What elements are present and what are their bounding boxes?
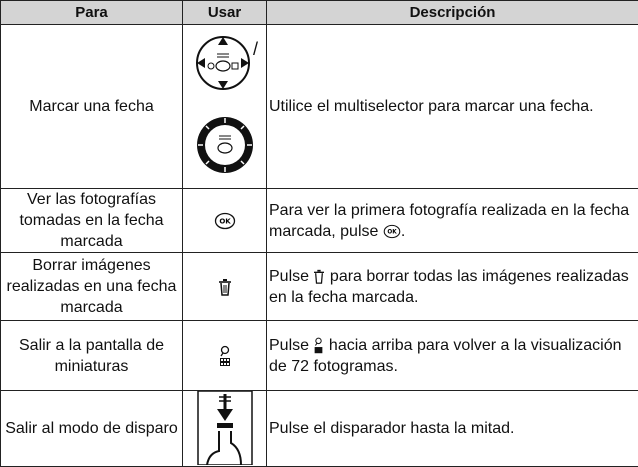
row: Marcar una fecha / Utilice el multiselec… — [1, 25, 638, 189]
trash-icon — [313, 269, 325, 284]
ok-label: OK — [219, 217, 231, 225]
usar-cell: OK — [183, 189, 267, 253]
description-text: Para ver la primera fotografía realizada… — [269, 202, 629, 240]
separator: / — [253, 39, 258, 60]
usar-cell — [183, 391, 267, 467]
multiselector-dial-icon — [195, 115, 255, 175]
description-cell: Pulse para borrar todas las imágenes rea… — [267, 253, 638, 321]
ok-label: OK — [387, 229, 397, 235]
description-cell: Pulse el disparador hasta la mitad. — [267, 391, 638, 467]
description-text: Utilice el multiselector para marcar una… — [269, 98, 594, 115]
shutter-icon — [197, 391, 253, 465]
para-cell: Marcar una fecha — [1, 25, 183, 189]
description-text: . — [401, 223, 405, 240]
thumbnail-icon — [218, 345, 232, 367]
header-cell: Para — [1, 1, 183, 25]
description-cell: Pulse hacia arriba para volver a la visu… — [267, 321, 638, 391]
header-cell: Descripción — [267, 1, 638, 25]
para-cell: Salir a la pantalla de miniaturas — [1, 321, 183, 391]
ok-icon: OK — [383, 224, 401, 239]
row: Borrar imágenes realizadas en una fecha … — [1, 253, 638, 321]
header-row: Para Usar Descripción — [1, 1, 638, 25]
para-cell: Ver las fotografías tomadas en la fecha … — [1, 189, 183, 253]
para-cell: Borrar imágenes realizadas en una fecha … — [1, 253, 183, 321]
trash-icon — [218, 278, 232, 296]
usar-cell: / — [183, 25, 267, 189]
multiselector-icon — [193, 33, 253, 93]
usar-cell — [183, 321, 267, 391]
thumbnail-icon — [313, 337, 324, 354]
description-cell: Para ver la primera fotografía realizada… — [267, 189, 638, 253]
icon-group: / — [183, 27, 266, 187]
row: Salir a la pantalla de miniaturas Pulse … — [1, 321, 638, 391]
row: Ver las fotografías tomadas en la fecha … — [1, 189, 638, 253]
description-text: Pulse — [269, 337, 313, 354]
row: Salir al modo de disparo Pulse el dispar… — [1, 391, 638, 467]
usar-cell — [183, 253, 267, 321]
description-text: Pulse — [269, 268, 313, 285]
description-cell: Utilice el multiselector para marcar una… — [267, 25, 638, 189]
para-cell: Salir al modo de disparo — [1, 391, 183, 467]
ok-icon: OK — [214, 212, 236, 230]
description-text: Pulse el disparador hasta la mitad. — [269, 420, 514, 437]
header-cell: Usar — [183, 1, 267, 25]
